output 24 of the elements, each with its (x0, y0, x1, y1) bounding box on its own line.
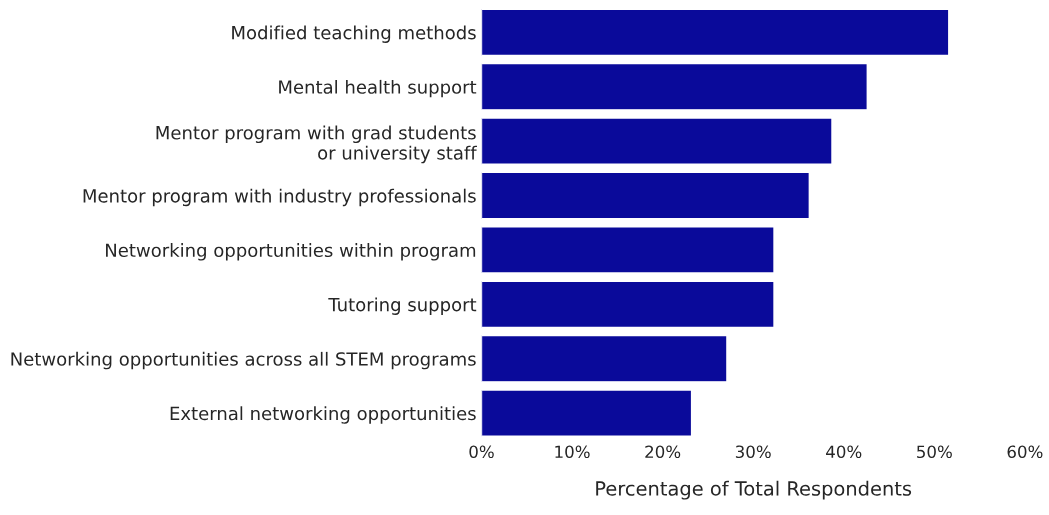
x-tick-label: 60% (1007, 445, 1043, 459)
bar (481, 62, 868, 111)
y-tick-label: Networking opportunities within program (106, 243, 476, 261)
bar (481, 280, 775, 329)
bar (481, 226, 775, 274)
y-tick-label: Modified teaching methods (232, 25, 476, 43)
y-tick-label: Mentor program with industry professionals (83, 188, 476, 207)
x-axis-title: Percentage of Total Respondents (596, 480, 912, 500)
x-tick-label: 10% (555, 445, 590, 459)
y-tick-label: External networking opportunities (170, 406, 476, 424)
y-tick-label: Tutoring support (328, 297, 477, 315)
x-tick-label: 20% (645, 445, 681, 459)
y-tick-label: Networking opportunities across all STEM programs (11, 351, 476, 370)
y-tick-label: Mental health support (279, 79, 477, 98)
y-tick-label: Mentor program with grad students or university staff (156, 125, 477, 164)
bar (481, 334, 728, 383)
bar (481, 389, 693, 437)
x-tick-label: 30% (735, 445, 771, 459)
bar (481, 8, 950, 57)
bar (481, 171, 811, 220)
x-tick-label: 0% (469, 445, 494, 459)
x-tick-label: 50% (917, 445, 952, 459)
x-tick-label: 40% (826, 445, 862, 459)
bar (481, 117, 833, 165)
